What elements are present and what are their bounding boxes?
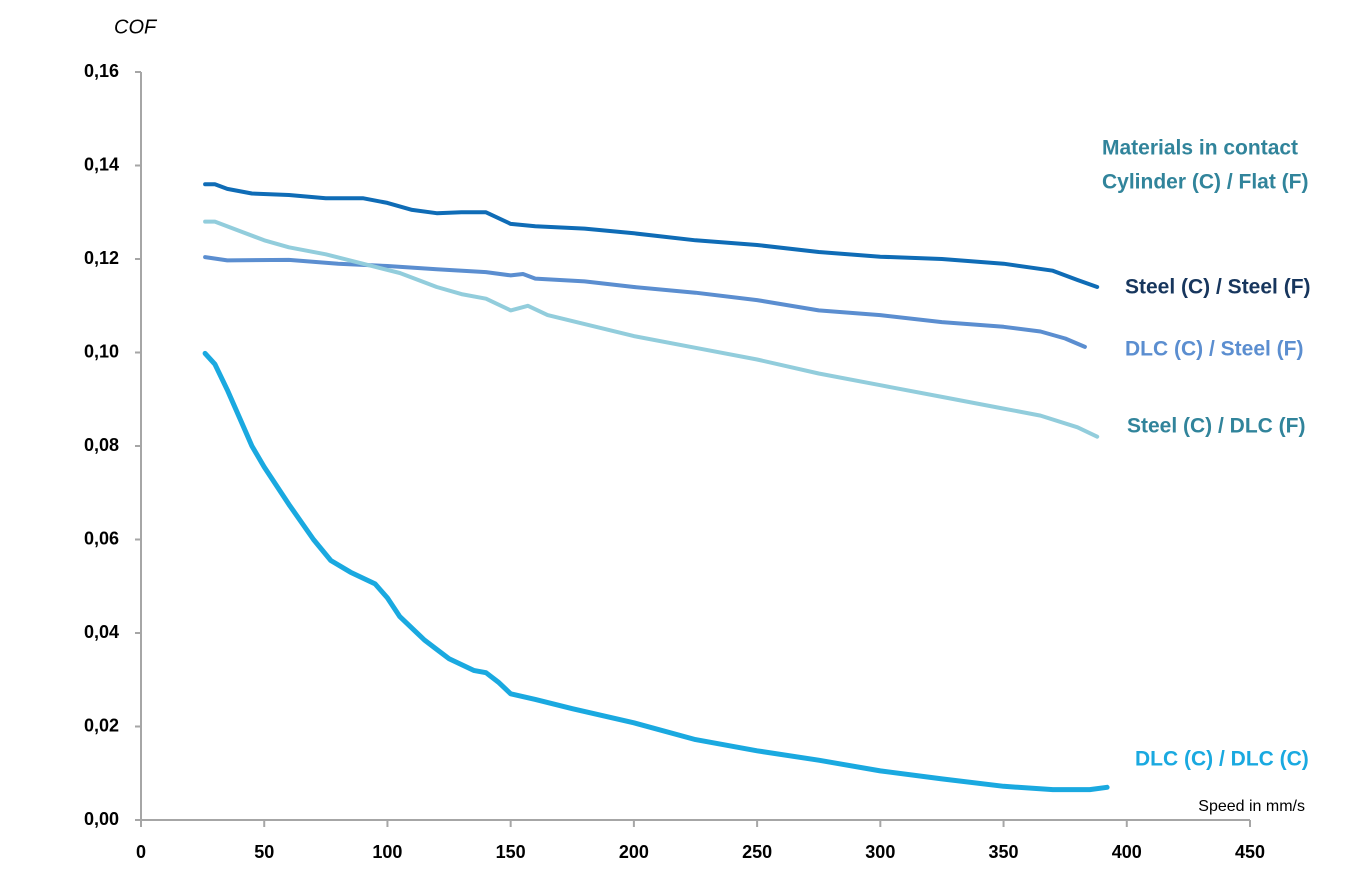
series-label: Steel (C) / DLC (F) [1127,415,1306,438]
y-tick-label: 0,10 [84,341,119,361]
x-tick-label: 150 [496,842,526,862]
legend-title: Cylinder (C) / Flat (F) [1102,171,1309,194]
y-tick-label: 0,02 [84,715,119,735]
y-tick-label: 0,00 [84,809,119,829]
x-tick-label: 350 [989,842,1019,862]
x-axis-title: Speed in mm/s [1198,798,1305,815]
x-tick-label: 0 [136,842,146,862]
series-line [203,255,1087,349]
y-tick-label: 0,14 [84,154,119,174]
series-line [203,219,1100,439]
x-tick-label: 50 [254,842,274,862]
y-tick-label: 0,16 [84,61,119,81]
series-label: DLC (C) / Steel (F) [1125,338,1304,361]
x-tick-label: 300 [865,842,895,862]
legend-title: Materials in contact [1102,137,1298,160]
x-tick-label: 100 [372,842,402,862]
y-tick-label: 0,12 [84,248,119,268]
x-tick-label: 400 [1112,842,1142,862]
series-line [202,350,1110,793]
x-tick-label: 200 [619,842,649,862]
x-tick-label: 450 [1235,842,1265,862]
series-line [203,182,1100,289]
y-tick-label: 0,08 [84,435,119,455]
y-tick-label: 0,04 [84,622,119,642]
y-tick-label: 0,06 [84,528,119,548]
series-label: DLC (C) / DLC (C) [1135,748,1309,771]
series-label: Steel (C) / Steel (F) [1125,276,1311,299]
x-tick-label: 250 [742,842,772,862]
y-axis-title: COF [114,16,158,38]
